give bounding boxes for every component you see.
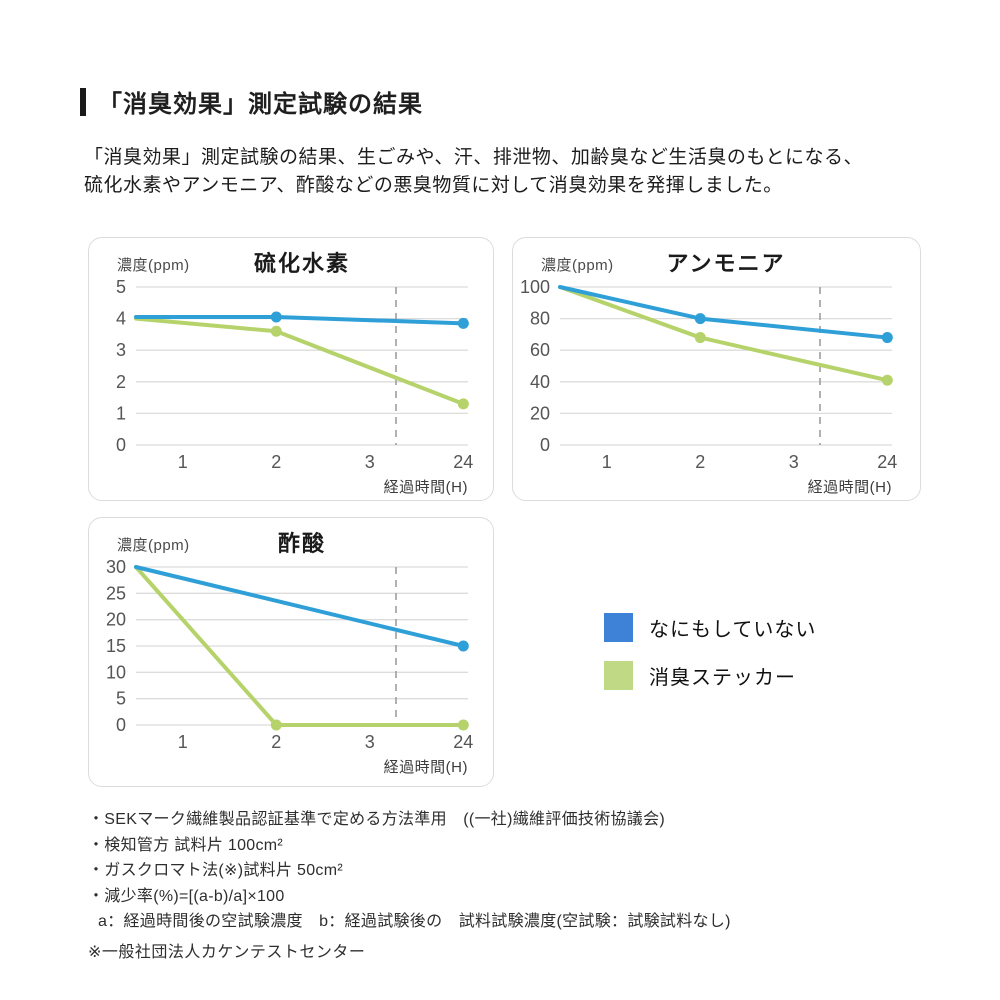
svg-text:0: 0 <box>116 715 126 735</box>
page-title: 「消臭効果」測定試験の結果 <box>98 91 423 118</box>
svg-text:100: 100 <box>520 277 550 297</box>
y-axis-unit-label: 濃度(ppm) <box>117 537 190 554</box>
intro-paragraph: 「消臭効果」測定試験の結果、生ごみや、汗、排泄物、加齢臭など生活臭のもとになる、… <box>84 147 864 196</box>
svg-text:25: 25 <box>106 583 126 603</box>
svg-text:5: 5 <box>116 689 126 709</box>
test-method-notes: ・SEKマーク繊維製品認証基準で定める方法準用 ((一社)繊維評価技術協議会) … <box>88 807 731 935</box>
svg-text:15: 15 <box>106 636 126 656</box>
svg-text:3: 3 <box>365 732 375 752</box>
svg-text:1: 1 <box>602 452 612 472</box>
legend-item-untreated: なにもしていない <box>604 613 816 642</box>
chart-title-hydrogen-sulfide: 硫化水素 <box>253 251 350 276</box>
svg-text:24: 24 <box>877 452 897 472</box>
svg-text:1: 1 <box>178 452 188 472</box>
chart-title-acetic-acid: 酢酸 <box>277 531 326 556</box>
svg-text:3: 3 <box>365 452 375 472</box>
svg-text:0: 0 <box>540 435 550 455</box>
svg-text:0: 0 <box>116 435 126 455</box>
legend-label-deodorant-sticker: 消臭ステッカー <box>649 667 796 689</box>
page-title-row: 「消臭効果」測定試験の結果 <box>80 84 423 119</box>
chart-card-hydrogen-sulfide: 濃度(ppm) 硫化水素 0 1 2 3 4 5 1 2 3 24 経過時間(H) <box>88 237 494 501</box>
svg-text:40: 40 <box>530 372 550 392</box>
svg-text:80: 80 <box>530 309 550 329</box>
svg-text:4: 4 <box>116 309 126 329</box>
svg-text:3: 3 <box>116 340 126 360</box>
chart-card-ammonia: 濃度(ppm) アンモニア 0 20 40 60 80 100 1 2 3 24 経過時間(H) <box>512 237 921 501</box>
svg-text:経過時間(H): 経過時間(H) <box>808 479 892 496</box>
svg-text:24: 24 <box>453 732 473 752</box>
svg-text:2: 2 <box>695 452 705 472</box>
y-axis-unit-label: 濃度(ppm) <box>541 257 614 274</box>
svg-text:24: 24 <box>453 452 473 472</box>
note-line: ・SEKマーク繊維製品認証基準で定める方法準用 ((一社)繊維評価技術協議会) <box>88 811 666 828</box>
note-line: ・ガスクロマト法(※)試料片 50cm² <box>88 862 343 879</box>
chart-legend: なにもしていない 消臭ステッカー <box>604 613 816 690</box>
line-chart-ammonia: 0 20 40 60 80 100 1 2 3 24 経過時間(H) <box>520 277 897 496</box>
svg-text:経過時間(H): 経過時間(H) <box>384 479 468 496</box>
line-chart-acetic-acid: 0 5 10 15 20 25 30 1 2 3 24 経過時間(H) <box>106 557 473 776</box>
svg-text:経過時間(H): 経過時間(H) <box>384 759 468 776</box>
svg-text:10: 10 <box>106 662 126 682</box>
y-axis-unit-label: 濃度(ppm) <box>117 257 190 274</box>
title-accent-bar <box>80 87 86 116</box>
note-line: ・減少率(%)=[(a-b)/a]×100 <box>88 887 285 905</box>
svg-text:3: 3 <box>789 452 799 472</box>
svg-text:5: 5 <box>116 277 126 297</box>
line-chart-hydrogen-sulfide: 0 1 2 3 4 5 1 2 3 24 経過時間(H) <box>116 277 473 496</box>
legend-item-deodorant-sticker: 消臭ステッカー <box>604 661 816 690</box>
legend-swatch-deodorant-sticker <box>604 661 633 690</box>
svg-text:60: 60 <box>530 340 550 360</box>
test-center-note: ※一般社団法人カケンテストセンター <box>88 944 366 961</box>
svg-text:1: 1 <box>116 403 126 423</box>
legend-swatch-untreated <box>604 613 633 642</box>
svg-text:30: 30 <box>106 557 126 577</box>
svg-text:2: 2 <box>271 732 281 752</box>
svg-text:20: 20 <box>106 610 126 630</box>
svg-text:20: 20 <box>530 403 550 423</box>
svg-text:2: 2 <box>271 452 281 472</box>
svg-text:2: 2 <box>116 372 126 392</box>
chart-title-ammonia: アンモニア <box>666 251 786 276</box>
note-line: a：経過時間後の空試験濃度 b：経過試験後の 試料試験濃度(空試験：試験試料なし… <box>98 913 731 930</box>
svg-text:1: 1 <box>178 732 188 752</box>
note-line: ・検知管方 試料片 100cm² <box>88 836 284 854</box>
chart-card-acetic-acid: 濃度(ppm) 酢酸 0 5 10 15 20 25 30 1 2 3 24 経過時間(H) <box>88 517 494 787</box>
legend-label-untreated: なにもしていない <box>649 619 817 641</box>
